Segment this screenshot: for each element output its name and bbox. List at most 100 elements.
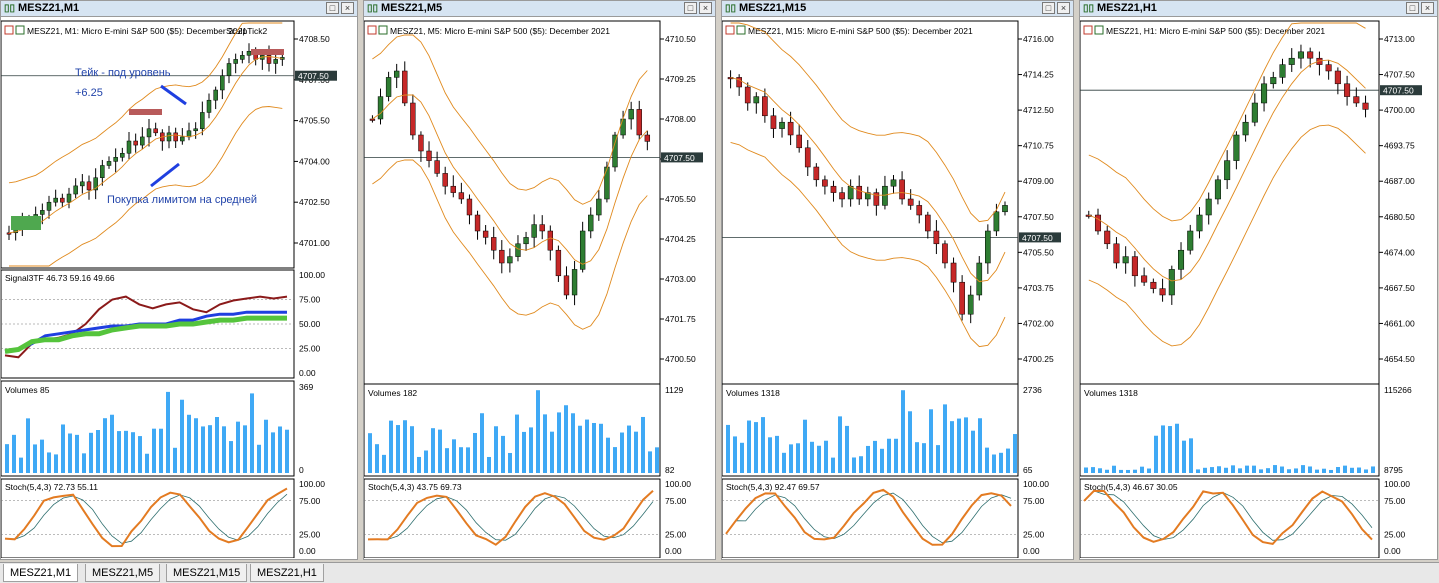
- candle-body: [1131, 256, 1138, 277]
- stochastic-scale-label: 0.00: [665, 546, 682, 556]
- close-button[interactable]: ×: [1057, 2, 1070, 14]
- tab-h1[interactable]: MESZ21,H1: [250, 564, 324, 582]
- current-price-label: 4707.50: [664, 153, 695, 163]
- close-button[interactable]: ×: [341, 2, 354, 14]
- stochastic-signal-line: [367, 495, 654, 541]
- chart-window-m5[interactable]: ▯▯ MESZ21,M5 □ × MESZ21, M5: Micro E-min…: [363, 0, 716, 560]
- annotation-take-profit: Тейк - под уровень: [75, 67, 171, 79]
- volume-bar: [620, 432, 624, 473]
- volume-bar: [1013, 434, 1017, 473]
- candle-body: [450, 185, 456, 193]
- chart-properties-icon: [4, 25, 14, 35]
- volume-bar: [445, 448, 449, 473]
- bollinger-band-line: [730, 76, 1006, 283]
- main-chart-frame: [1080, 20, 1380, 385]
- window-titlebar[interactable]: ▯▯ MESZ21,M5 □ ×: [364, 1, 715, 17]
- candle-body: [1214, 179, 1221, 200]
- volume-bar: [922, 443, 926, 473]
- stochastic-scale-label: 75.00: [299, 496, 321, 506]
- volume-bar: [131, 432, 135, 473]
- volume-bar: [571, 413, 575, 473]
- volume-bar: [424, 450, 428, 473]
- volume-bar: [1315, 469, 1319, 473]
- price-axis-label: 4714.25: [1023, 70, 1054, 80]
- candle-body: [434, 160, 440, 174]
- volume-bar: [1154, 435, 1158, 473]
- volume-bar: [1140, 466, 1144, 473]
- maximize-button[interactable]: □: [1042, 2, 1055, 14]
- candle-body: [985, 230, 991, 264]
- tab-m1[interactable]: MESZ21,M1: [3, 564, 79, 582]
- candle-body: [1251, 102, 1258, 123]
- chart-window-m15[interactable]: ▯▯ MESZ21,M15 □ × MESZ21, M15: Micro E-m…: [721, 0, 1074, 560]
- window-titlebar[interactable]: ▯▯ MESZ21,H1 □ ×: [1080, 1, 1437, 17]
- price-axis-label: 4702.50: [299, 197, 330, 207]
- stochastic-main-line: [1083, 489, 1373, 545]
- chart-window-h1[interactable]: ▯▯ MESZ21,H1 □ × MESZ21, H1: Micro E-min…: [1079, 0, 1438, 560]
- volume-bar: [1126, 469, 1130, 473]
- candle-body: [822, 179, 828, 187]
- level-zone: [129, 109, 162, 115]
- stochastic-main-line: [4, 487, 288, 548]
- volume-bar: [89, 432, 93, 473]
- volume-bar: [599, 423, 603, 473]
- price-axis-label: 4709.00: [1023, 176, 1054, 186]
- candle-body: [377, 96, 384, 120]
- volume-bar: [103, 418, 107, 473]
- volume-bar: [1371, 466, 1375, 473]
- chart-canvas[interactable]: MESZ21, M15: Micro E-mini S&P 500 ($5): …: [722, 18, 1073, 558]
- candle-body: [120, 152, 125, 158]
- tab-m15[interactable]: MESZ21,M15: [166, 564, 248, 582]
- stochastic-label: Stoch(5,4,3) 46.67 30.05: [1084, 482, 1178, 492]
- candle-body: [813, 166, 820, 181]
- candle-body: [1168, 269, 1175, 296]
- candle-body: [482, 230, 489, 238]
- window-title: MESZ21,M5: [381, 2, 443, 14]
- bollinger-band-line: [9, 106, 283, 267]
- candle-body: [1334, 70, 1341, 85]
- volume-bar: [1210, 467, 1214, 473]
- volume-bar: [978, 418, 982, 473]
- current-price-tag: [295, 70, 337, 81]
- candle-body: [1104, 230, 1111, 245]
- candle-body: [40, 210, 45, 215]
- window-titlebar[interactable]: ▯▯ MESZ21,M1 □ ×: [1, 1, 357, 17]
- chart-canvas[interactable]: MESZ21, H1: Micro E-mini S&P 500 ($5): D…: [1080, 18, 1437, 558]
- price-axis-label: 4707.50: [1384, 70, 1415, 80]
- chart-window-icon: ▯▯: [1083, 3, 1095, 14]
- stochastic-label: Stoch(5,4,3) 43.75 69.73: [368, 482, 462, 492]
- overlay-label: ScalpTick2: [226, 26, 268, 36]
- current-price-label: 4707.50: [298, 71, 329, 81]
- chart-canvas[interactable]: MESZ21, M5: Micro E-mini S&P 500 ($5): D…: [364, 18, 715, 558]
- chart-window-m1[interactable]: ▯▯ MESZ21,M1 □ × MESZ21, M1: Micro E-min…: [0, 0, 358, 560]
- volume-bar: [1119, 469, 1123, 473]
- volumes-label: Volumes 1318: [726, 388, 780, 398]
- stochastic-label: Stoch(5,4,3) 72.73 55.11: [5, 482, 98, 492]
- chart-canvas[interactable]: MESZ21, M1: Micro E-mini S&P 500 ($5): D…: [1, 18, 357, 558]
- close-button[interactable]: ×: [699, 2, 712, 14]
- maximize-button[interactable]: □: [684, 2, 697, 14]
- maximize-button[interactable]: □: [1406, 2, 1419, 14]
- price-axis-label: 4701.00: [299, 238, 330, 248]
- tab-m5[interactable]: MESZ21,M5: [85, 564, 161, 582]
- volume-bar: [971, 430, 975, 473]
- volume-bar: [1245, 465, 1249, 473]
- window-titlebar[interactable]: ▯▯ MESZ21,M15 □ ×: [722, 1, 1073, 17]
- close-button[interactable]: ×: [1421, 2, 1434, 14]
- price-axis-label: 4712.50: [1023, 105, 1054, 115]
- maximize-button[interactable]: □: [326, 2, 339, 14]
- volume-bar: [522, 431, 526, 473]
- candle-body: [959, 281, 965, 315]
- candle-body: [220, 75, 225, 91]
- bollinger-band-line: [372, 159, 648, 330]
- candle-body: [636, 109, 642, 136]
- candle-body: [53, 197, 58, 203]
- volume-bar: [789, 444, 793, 473]
- candle-body: [588, 214, 594, 232]
- volume-bar: [257, 444, 261, 473]
- volume-bar: [985, 447, 989, 473]
- chart-info-label: MESZ21, M5: Micro E-mini S&P 500 ($5): D…: [390, 26, 610, 36]
- price-axis-label: 4687.00: [1384, 176, 1415, 186]
- candle-body: [1187, 230, 1194, 251]
- volume-bar: [180, 399, 184, 473]
